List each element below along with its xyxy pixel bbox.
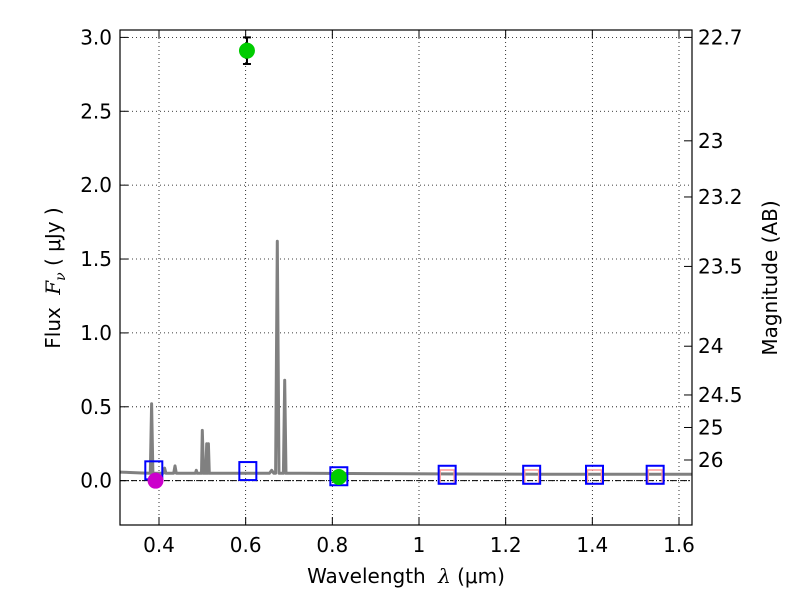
x-axis-title-unit: (μm) [451, 564, 505, 588]
model-photometry-marker [437, 464, 457, 485]
model-photometry-marker [645, 464, 665, 485]
y-axis: 0.0 0.5 1.0 1.5 2.0 2.5 3.0 [80, 25, 128, 493]
y-tick-label: 0.0 [80, 469, 112, 493]
y-tick-label: 1.5 [80, 247, 112, 271]
magnitude-tick-label: 24 [698, 334, 723, 358]
magnitude-axis-title: Magnitude (AB) [758, 200, 782, 355]
x-axis-title: Wavelength λ (μm) [307, 564, 505, 588]
magnitude-axis: 22.7 23 23.2 23.5 24 24.5 25 26 [684, 25, 743, 472]
y-tick-label: 1.0 [80, 321, 112, 345]
magnitude-tick-label: 24.5 [698, 383, 743, 407]
observed-point [330, 468, 347, 485]
x-tick-label: 1.2 [490, 533, 522, 557]
y-axis-title-text: Flux [41, 301, 65, 349]
model-photometry-marker [585, 464, 604, 485]
plot-background [120, 30, 692, 525]
magnitude-tick-label: 23 [698, 129, 723, 153]
x-tick-label: 1 [413, 533, 426, 557]
y-axis-title-sub: ν [53, 272, 69, 281]
y-axis-title: Flux Fν ( μJy ) [41, 207, 69, 348]
x-axis-title-lambda: λ [437, 564, 451, 588]
magnitude-tick-label: 25 [698, 415, 723, 439]
x-axis: 0.4 0.6 0.8 1 1.2 1.4 1.6 [143, 30, 695, 557]
model-photometry-marker [329, 466, 349, 487]
model-spectrum-line [119, 239, 692, 476]
x-tick-label: 0.6 [230, 533, 262, 557]
x-tick-label: 0.8 [316, 533, 348, 557]
observed-point [238, 42, 255, 59]
model-photometry-marker [238, 461, 258, 482]
magnitude-tick-label: 23.2 [698, 185, 743, 209]
y-axis-title-symbol: F [41, 280, 65, 296]
observed-points [147, 36, 347, 489]
model-photometry-marker [522, 464, 542, 485]
y-tick-label: 2.0 [80, 173, 112, 197]
magnitude-tick-label: 22.7 [698, 25, 743, 49]
x-tick-label: 0.4 [143, 533, 175, 557]
y-tick-label: 2.5 [80, 99, 112, 123]
magnitude-tick-label: 23.5 [698, 254, 743, 278]
y-tick-label: 0.5 [80, 395, 112, 419]
y-tick-label: 3.0 [80, 25, 112, 49]
x-tick-label: 1.6 [663, 533, 695, 557]
plot-frame [119, 29, 693, 526]
model-photometry-markers [144, 460, 665, 487]
magnitude-tick-label: 26 [698, 448, 723, 472]
observed-point [147, 472, 164, 489]
x-tick-label: 1.4 [576, 533, 608, 557]
x-axis-title-text: Wavelength [307, 564, 432, 588]
y-axis-title-unit: ( μJy ) [41, 207, 65, 272]
